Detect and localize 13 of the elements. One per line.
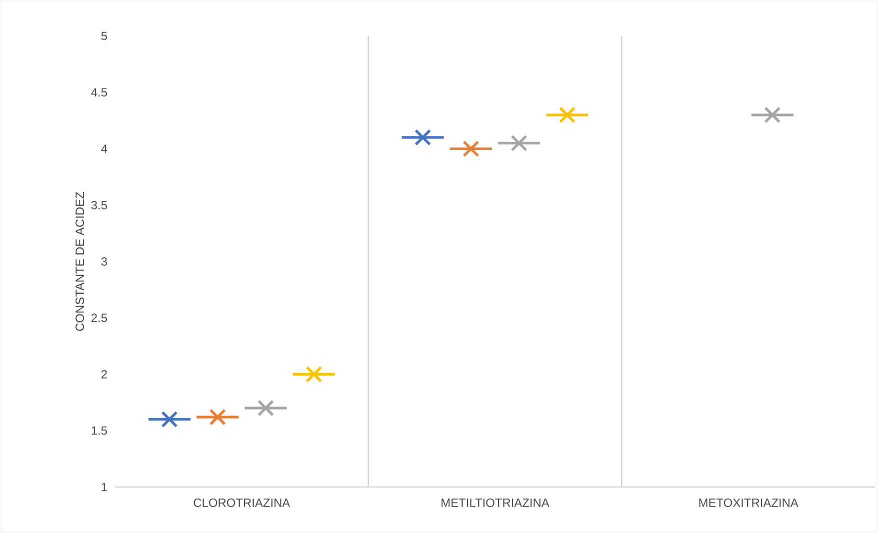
x-tick-label: METOXITRIAZINA	[699, 498, 798, 507]
y-axis-title: CONSTANTE DE ACIDEZ	[76, 192, 84, 331]
x-tick-label: METILTIOTRIAZINA	[442, 498, 550, 507]
y-tick-label: 5	[101, 32, 107, 40]
y-tick-label: 4	[101, 144, 108, 153]
y-tick-label: 2	[101, 370, 107, 378]
y-tick-label: 4.5	[91, 88, 107, 97]
x-tick-label: CLOROTRIAZINA	[194, 498, 290, 507]
y-tick-label: 1	[102, 482, 107, 492]
y-tick-label: 1.5	[92, 426, 107, 435]
y-tick-label: 3.5	[91, 200, 107, 210]
y-tick-label: 2.5	[91, 314, 107, 322]
y-tick-label: 3	[101, 257, 107, 266]
